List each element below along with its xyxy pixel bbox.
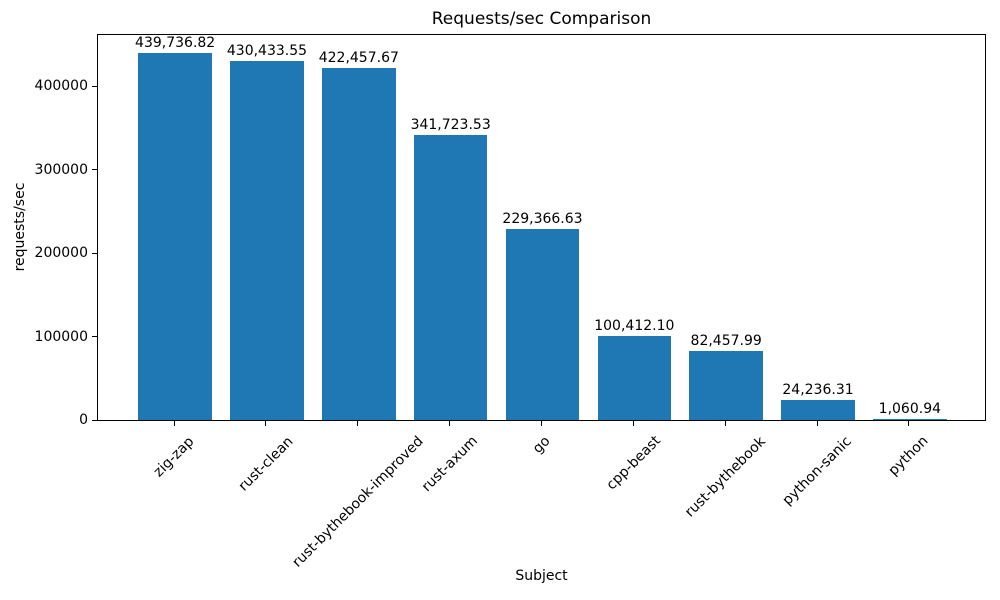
bar xyxy=(597,336,672,420)
x-tick-mark xyxy=(449,421,451,426)
x-tick-label: python xyxy=(885,433,932,480)
bar xyxy=(781,399,855,420)
y-tick-mark xyxy=(92,419,97,421)
bar-value-label: 422,457.67 xyxy=(318,49,399,66)
y-tick-label: 400000 xyxy=(34,78,88,95)
plot-area: 439,736.82 430,433.55 422,457.67 341,723.53… xyxy=(97,34,986,421)
bar-value-label: 341,723.53 xyxy=(410,116,491,133)
y-tick-mark xyxy=(92,252,97,254)
y-tick-mark xyxy=(92,336,97,338)
bar xyxy=(322,67,396,420)
x-axis-label: Subject xyxy=(515,568,568,584)
x-tick-mark xyxy=(724,421,726,426)
x-tick-label: rust-axum xyxy=(418,433,481,496)
y-tick-label: 100000 xyxy=(34,328,88,345)
y-tick-label: 0 xyxy=(79,412,88,428)
x-tick-label: rust-bythebook-improved xyxy=(289,433,427,571)
bar-value-label: 82,457.99 xyxy=(690,333,762,350)
x-tick-mark xyxy=(265,421,267,426)
bar xyxy=(230,61,304,420)
x-tick-mark xyxy=(816,421,818,426)
y-tick-label: 300000 xyxy=(34,161,88,178)
chart-title: Requests/sec Comparison xyxy=(431,9,652,29)
x-tick-mark xyxy=(357,421,359,426)
x-tick-label: python-sanic xyxy=(779,433,855,509)
bar-value-label: 100,412.10 xyxy=(594,318,675,335)
x-tick-mark xyxy=(632,421,634,426)
bar-value-label: 1,060.94 xyxy=(878,400,942,417)
x-tick-label: go xyxy=(529,433,554,457)
y-tick-mark xyxy=(92,85,97,87)
bar-value-label: 229,366.63 xyxy=(502,210,583,227)
x-tick-label: rust-bythebook xyxy=(681,433,769,521)
bar xyxy=(689,351,763,420)
x-tick-mark xyxy=(541,421,542,426)
bar-value-label: 24,236.31 xyxy=(782,381,854,398)
bar xyxy=(505,228,580,420)
bar xyxy=(138,53,212,420)
x-tick-mark xyxy=(173,421,175,426)
y-tick-label: 200000 xyxy=(34,245,88,262)
bar xyxy=(873,419,947,420)
bar xyxy=(413,135,488,420)
x-tick-label: cpp-beast xyxy=(603,433,664,494)
x-tick-label: rust-clean xyxy=(235,433,297,495)
bar-value-label: 430,433.55 xyxy=(226,43,308,59)
bar-value-label: 439,736.82 xyxy=(135,35,216,52)
x-tick-label: zig-zap xyxy=(150,433,198,480)
y-tick-mark xyxy=(92,169,97,171)
x-tick-mark xyxy=(908,421,910,426)
